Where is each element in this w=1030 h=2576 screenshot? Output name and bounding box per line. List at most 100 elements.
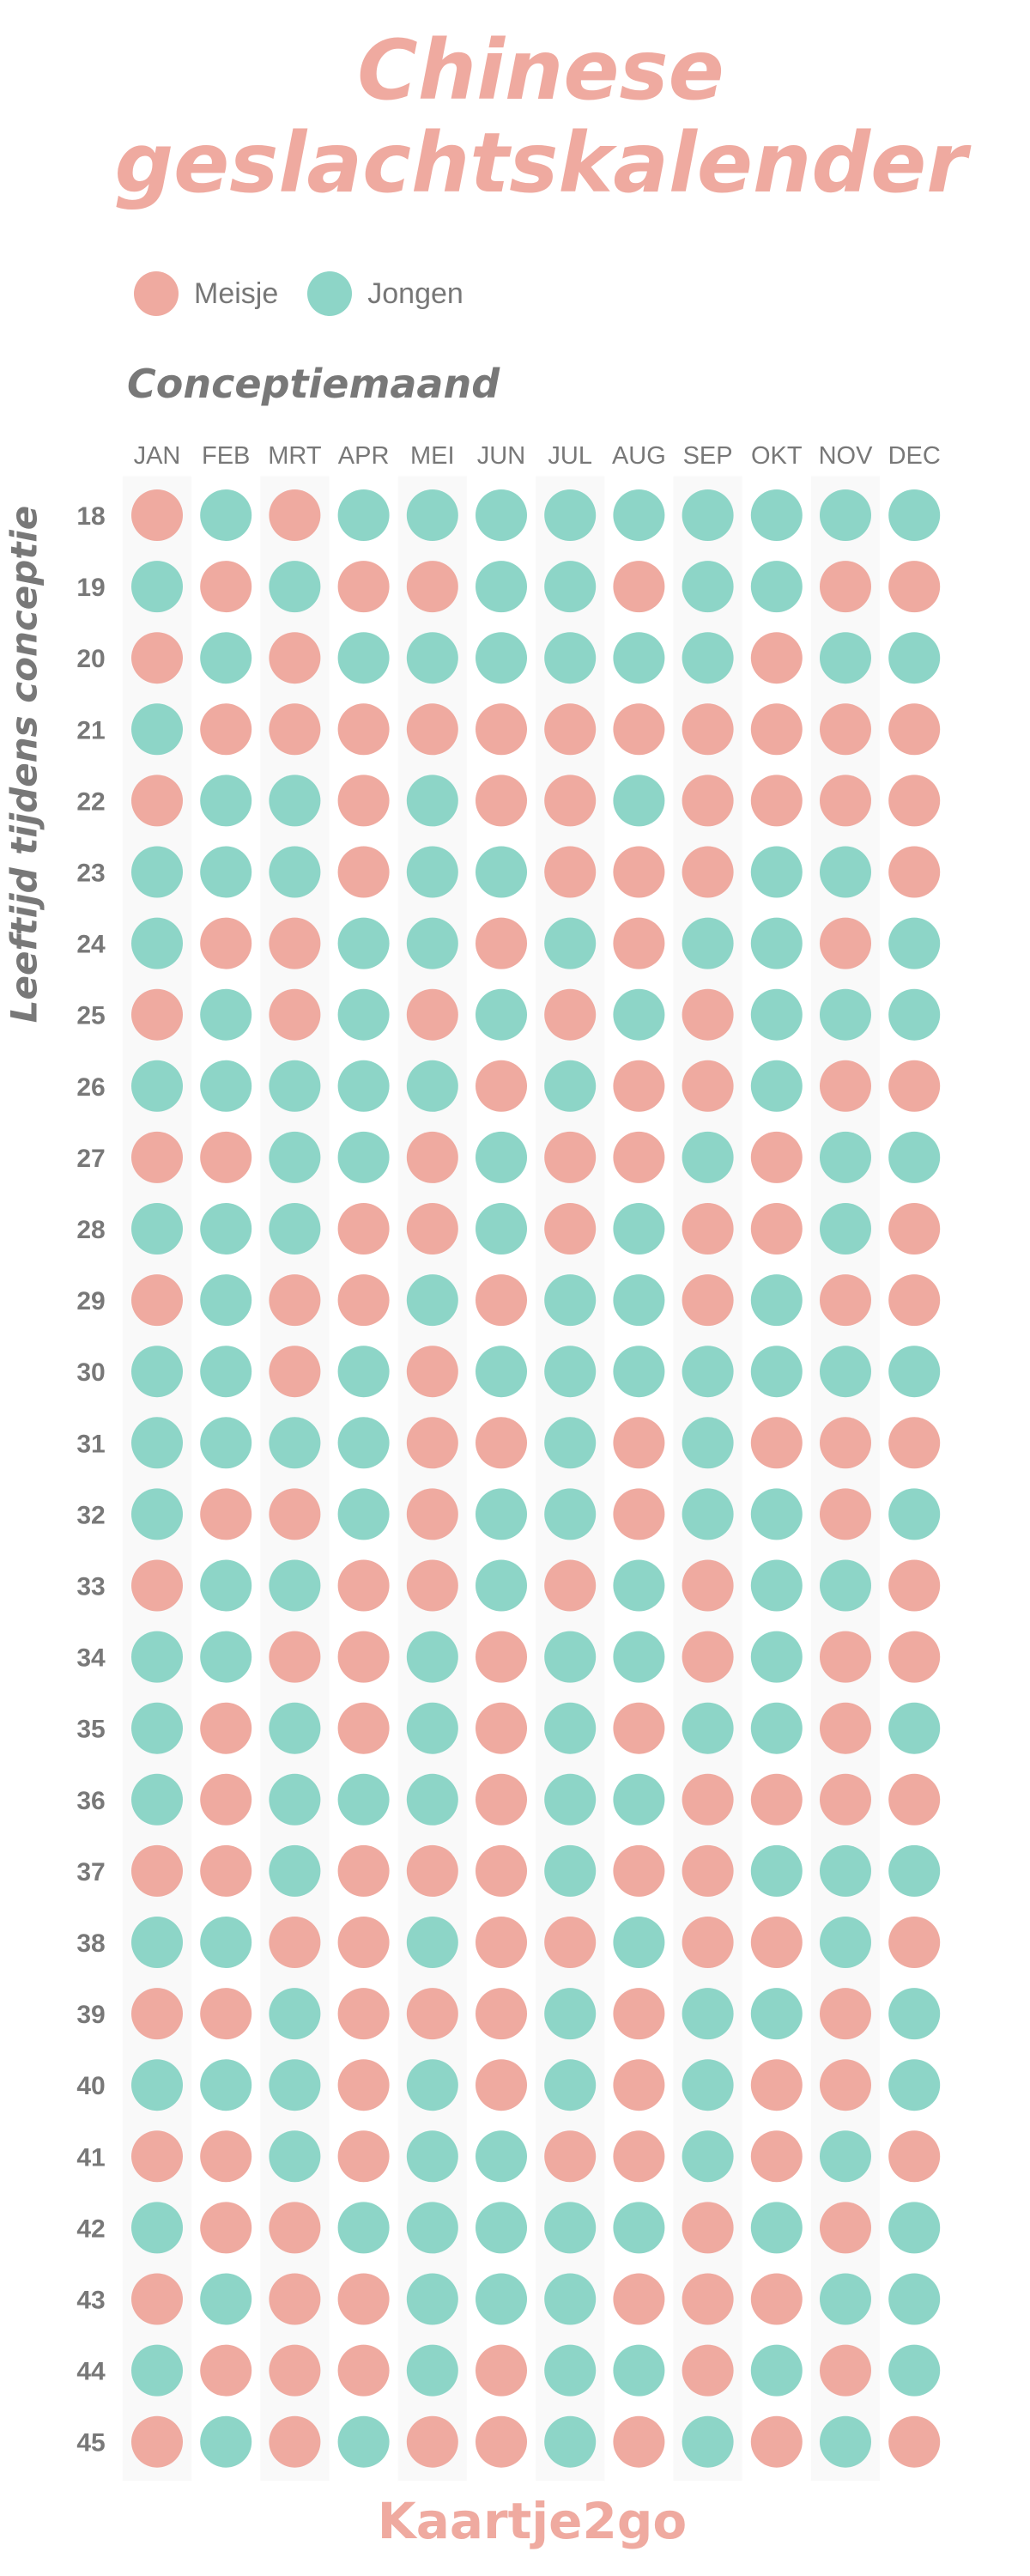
dot-38-apr (337, 1917, 390, 1968)
age-label-42: 42 (76, 2215, 105, 2243)
dot-32-jan (131, 1488, 183, 1540)
dot-38-jun (476, 1917, 527, 1968)
dot-18-mei (406, 489, 458, 541)
age-label-39: 39 (76, 2001, 105, 2029)
dot-42-dec (888, 2202, 941, 2254)
dot-39-mei (406, 1988, 458, 2040)
age-label-22: 22 (76, 787, 105, 816)
dot-38-sep (682, 1917, 734, 1968)
dot-39-mrt (269, 1988, 321, 2040)
dot-45-aug (613, 2415, 665, 2468)
dot-26-jun (476, 1060, 527, 1112)
dot-39-apr (337, 1988, 390, 2040)
dot-28-sep (682, 1203, 734, 1255)
dot-18-jun (476, 489, 527, 541)
dot-31-mrt (269, 1417, 321, 1469)
dot-45-mei (406, 2415, 458, 2468)
dot-26-okt (750, 1060, 803, 1112)
dot-38-mei (406, 1917, 458, 1968)
dot-29-jun (476, 1274, 527, 1327)
dot-35-sep (682, 1702, 734, 1754)
dot-28-nov (820, 1203, 871, 1255)
dot-30-jul (544, 1346, 597, 1398)
dot-40-aug (613, 2059, 665, 2111)
dot-32-dec (888, 1488, 941, 1540)
dot-26-apr (337, 1060, 390, 1112)
dot-19-sep (682, 561, 734, 613)
dot-32-okt (750, 1488, 803, 1540)
dot-20-mei (406, 632, 458, 684)
dot-39-okt (750, 1988, 803, 2040)
dot-41-mrt (269, 2130, 321, 2183)
dot-33-apr (337, 1559, 390, 1612)
dot-31-apr (337, 1417, 390, 1469)
dot-21-jul (544, 703, 597, 756)
dot-21-aug (613, 703, 665, 756)
month-label-nov: NOV (819, 442, 874, 470)
dot-40-jun (476, 2059, 527, 2111)
dot-21-sep (682, 703, 734, 756)
dot-19-jul (544, 561, 597, 613)
age-label-27: 27 (76, 1145, 105, 1173)
dot-30-aug (613, 1346, 665, 1398)
age-label-37: 37 (76, 1858, 105, 1886)
dot-20-okt (750, 632, 803, 684)
dot-44-okt (750, 2344, 803, 2397)
dot-41-okt (750, 2130, 803, 2183)
dot-39-jan (131, 1988, 183, 2040)
dot-35-dec (888, 1702, 941, 1754)
dot-18-dec (888, 489, 941, 541)
dot-24-feb (200, 917, 252, 969)
dot-28-feb (200, 1203, 252, 1255)
title-line-1: Chinese (357, 22, 724, 118)
dot-20-aug (613, 632, 665, 684)
dot-44-mrt (269, 2344, 321, 2397)
dot-35-jun (476, 1702, 527, 1754)
dot-19-mei (406, 561, 458, 613)
dot-24-mei (406, 917, 458, 969)
dot-25-sep (682, 988, 734, 1041)
dot-29-apr (337, 1274, 390, 1327)
dot-22-jun (476, 775, 527, 827)
dot-45-okt (750, 2415, 803, 2468)
brand-logo: Kaartje2go (377, 2492, 688, 2550)
age-label-23: 23 (76, 860, 105, 888)
dot-43-mrt (269, 2273, 321, 2325)
dot-27-aug (613, 1131, 665, 1183)
dot-34-mrt (269, 1631, 321, 1683)
dot-36-dec (888, 1773, 941, 1826)
dot-21-apr (337, 703, 390, 756)
dot-21-mei (406, 703, 458, 756)
age-label-32: 32 (76, 1501, 105, 1529)
dot-30-jan (131, 1346, 183, 1398)
x-axis-title: Conceptiemaand (127, 361, 500, 407)
dot-30-dec (888, 1346, 941, 1398)
dot-44-jul (544, 2344, 597, 2397)
dot-30-okt (750, 1346, 803, 1398)
dot-26-sep (682, 1060, 734, 1112)
dot-23-jun (476, 846, 527, 898)
dot-45-jan (131, 2415, 183, 2468)
dot-26-jul (544, 1060, 597, 1112)
dot-31-jan (131, 1417, 183, 1469)
dot-28-aug (613, 1203, 665, 1255)
dot-41-apr (337, 2130, 390, 2183)
dot-20-jan (131, 632, 183, 684)
age-label-33: 33 (76, 1573, 105, 1601)
dot-20-apr (337, 632, 390, 684)
dot-37-jan (131, 1844, 183, 1897)
dot-18-sep (682, 489, 734, 541)
dot-43-feb (200, 2273, 252, 2325)
dot-27-feb (200, 1131, 252, 1183)
dot-38-okt (750, 1917, 803, 1968)
dot-38-aug (613, 1917, 665, 1968)
dot-35-jul (544, 1702, 597, 1754)
dot-44-dec (888, 2344, 941, 2397)
dot-37-nov (820, 1844, 871, 1897)
dot-34-sep (682, 1631, 734, 1683)
dot-28-apr (337, 1203, 390, 1255)
dot-45-dec (888, 2415, 941, 2468)
age-label-34: 34 (76, 1644, 106, 1673)
dot-33-mei (406, 1559, 458, 1612)
dot-22-sep (682, 775, 734, 827)
